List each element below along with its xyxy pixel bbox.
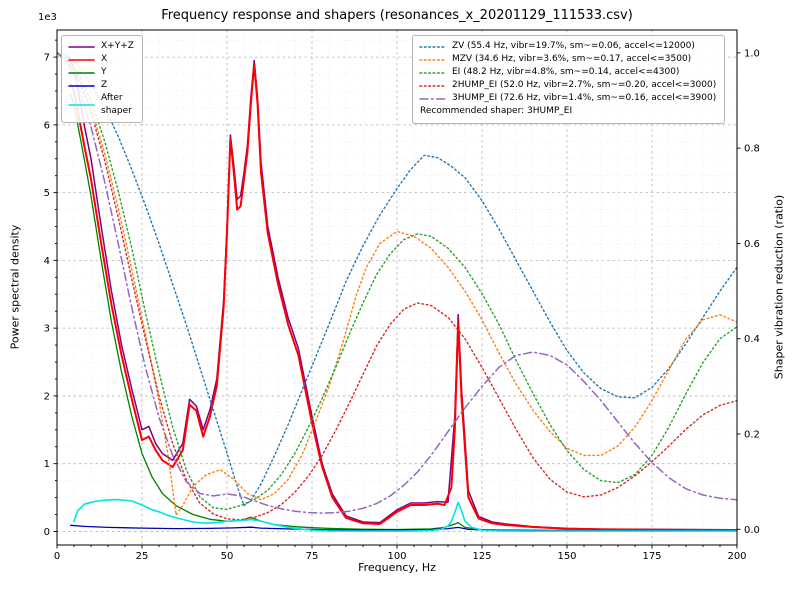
x-tick-label: 75 (306, 551, 319, 562)
legend-line-sample (68, 71, 95, 74)
legend-line-sample (68, 45, 95, 48)
y-left-tick-label: 5 (44, 188, 50, 199)
legend-item: Z (68, 79, 134, 92)
y-right-tick-label: 0.2 (744, 429, 760, 440)
legend-item-label: X (101, 54, 108, 65)
x-tick-label: 25 (136, 551, 149, 562)
legend-item: 3HUMP_EI (72.6 Hz, vibr=1.4%, sm~=0.16, … (419, 92, 716, 105)
series-zv (57, 52, 737, 507)
legend-item: Y (68, 66, 134, 79)
y-right-tick-label: 0.8 (744, 144, 760, 155)
x-axis-label: Frequency, Hz (358, 561, 436, 574)
legend-item-label: EI (48.2 Hz, vibr=4.8%, sm~=0.14, accel<… (452, 67, 680, 78)
y-left-tick-label: 6 (44, 120, 50, 131)
series-2hump-ei (57, 52, 737, 521)
y-right-tick-label: 0.4 (744, 334, 760, 345)
recommended-shaper-text: Recommended shaper: 3HUMP_EI (420, 106, 573, 117)
legend-item-label: ZV (55.4 Hz, vibr=19.7%, sm~=0.06, accel… (452, 41, 695, 51)
legend-item: EI (48.2 Hz, vibr=4.8%, sm~=0.14, accel<… (419, 66, 716, 79)
legend-item-label: 2HUMP_EI (52.0 Hz, vibr=2.7%, sm~=0.20, … (452, 80, 717, 91)
legend-line-sample (419, 84, 446, 87)
series-x (69, 62, 737, 532)
series-x-y-z (66, 56, 737, 531)
y-right-tick-label: 1.0 (744, 48, 760, 59)
legend-item-label: X+Y+Z (101, 41, 134, 51)
legend-line-sample (419, 71, 446, 74)
axis-offset-text: 1e3 (38, 12, 57, 23)
y-left-tick-label: 3 (44, 324, 50, 335)
legend-line-sample (68, 84, 95, 87)
legend-line-sample (419, 97, 446, 100)
legend-line-sample (68, 104, 95, 107)
legend-shapers: ZV (55.4 Hz, vibr=19.7%, sm~=0.06, accel… (412, 35, 726, 124)
legend-line-sample (419, 58, 446, 61)
legend-item: 2HUMP_EI (52.0 Hz, vibr=2.7%, sm~=0.20, … (419, 79, 716, 92)
x-tick-label: 150 (557, 551, 576, 562)
legend-item-label: Z (101, 80, 108, 91)
legend-item: ZV (55.4 Hz, vibr=19.7%, sm~=0.06, accel… (419, 40, 716, 53)
series-group (57, 52, 737, 532)
x-tick-label: 100 (387, 551, 406, 562)
y-left-tick-label: 2 (44, 391, 50, 402)
legend-item: MZV (34.6 Hz, vibr=3.6%, sm~=0.17, accel… (419, 53, 716, 66)
y-left-tick-label: 1 (44, 459, 50, 470)
legend-item: X+Y+Z (68, 40, 134, 53)
legend-item-label: MZV (34.6 Hz, vibr=3.6%, sm~=0.17, accel… (452, 54, 692, 65)
y-left-tick-label: 4 (44, 256, 50, 267)
x-tick-label: 175 (642, 551, 661, 562)
legend-item-label: After shaper (101, 93, 132, 117)
chart-title: Frequency response and shapers (resonanc… (161, 8, 633, 23)
y-left-tick-label: 7 (44, 53, 50, 64)
x-tick-label: 50 (221, 551, 234, 562)
legend-item: After shaper (68, 92, 134, 118)
legend-item-label: Y (101, 67, 107, 78)
legend-item-label: 3HUMP_EI (72.6 Hz, vibr=1.4%, sm~=0.16, … (452, 93, 717, 104)
y-left-tick-label: 0 (44, 527, 50, 538)
x-tick-label: 0 (54, 551, 60, 562)
legend-item: X (68, 53, 134, 66)
legend-line-sample (419, 45, 446, 48)
x-tick-label: 125 (472, 551, 491, 562)
series-3hump-ei (57, 52, 737, 514)
series-ei (57, 52, 737, 510)
series-mzv (57, 52, 737, 516)
x-tick-label: 200 (727, 551, 746, 562)
y-right-tick-label: 0.6 (744, 239, 760, 250)
legend-line-sample (68, 58, 95, 61)
series-after-shaper (73, 498, 737, 532)
y-right-tick-label: 0.0 (744, 525, 760, 536)
legend-psd-series: X+Y+Z X Y Z After shaper (61, 35, 143, 124)
